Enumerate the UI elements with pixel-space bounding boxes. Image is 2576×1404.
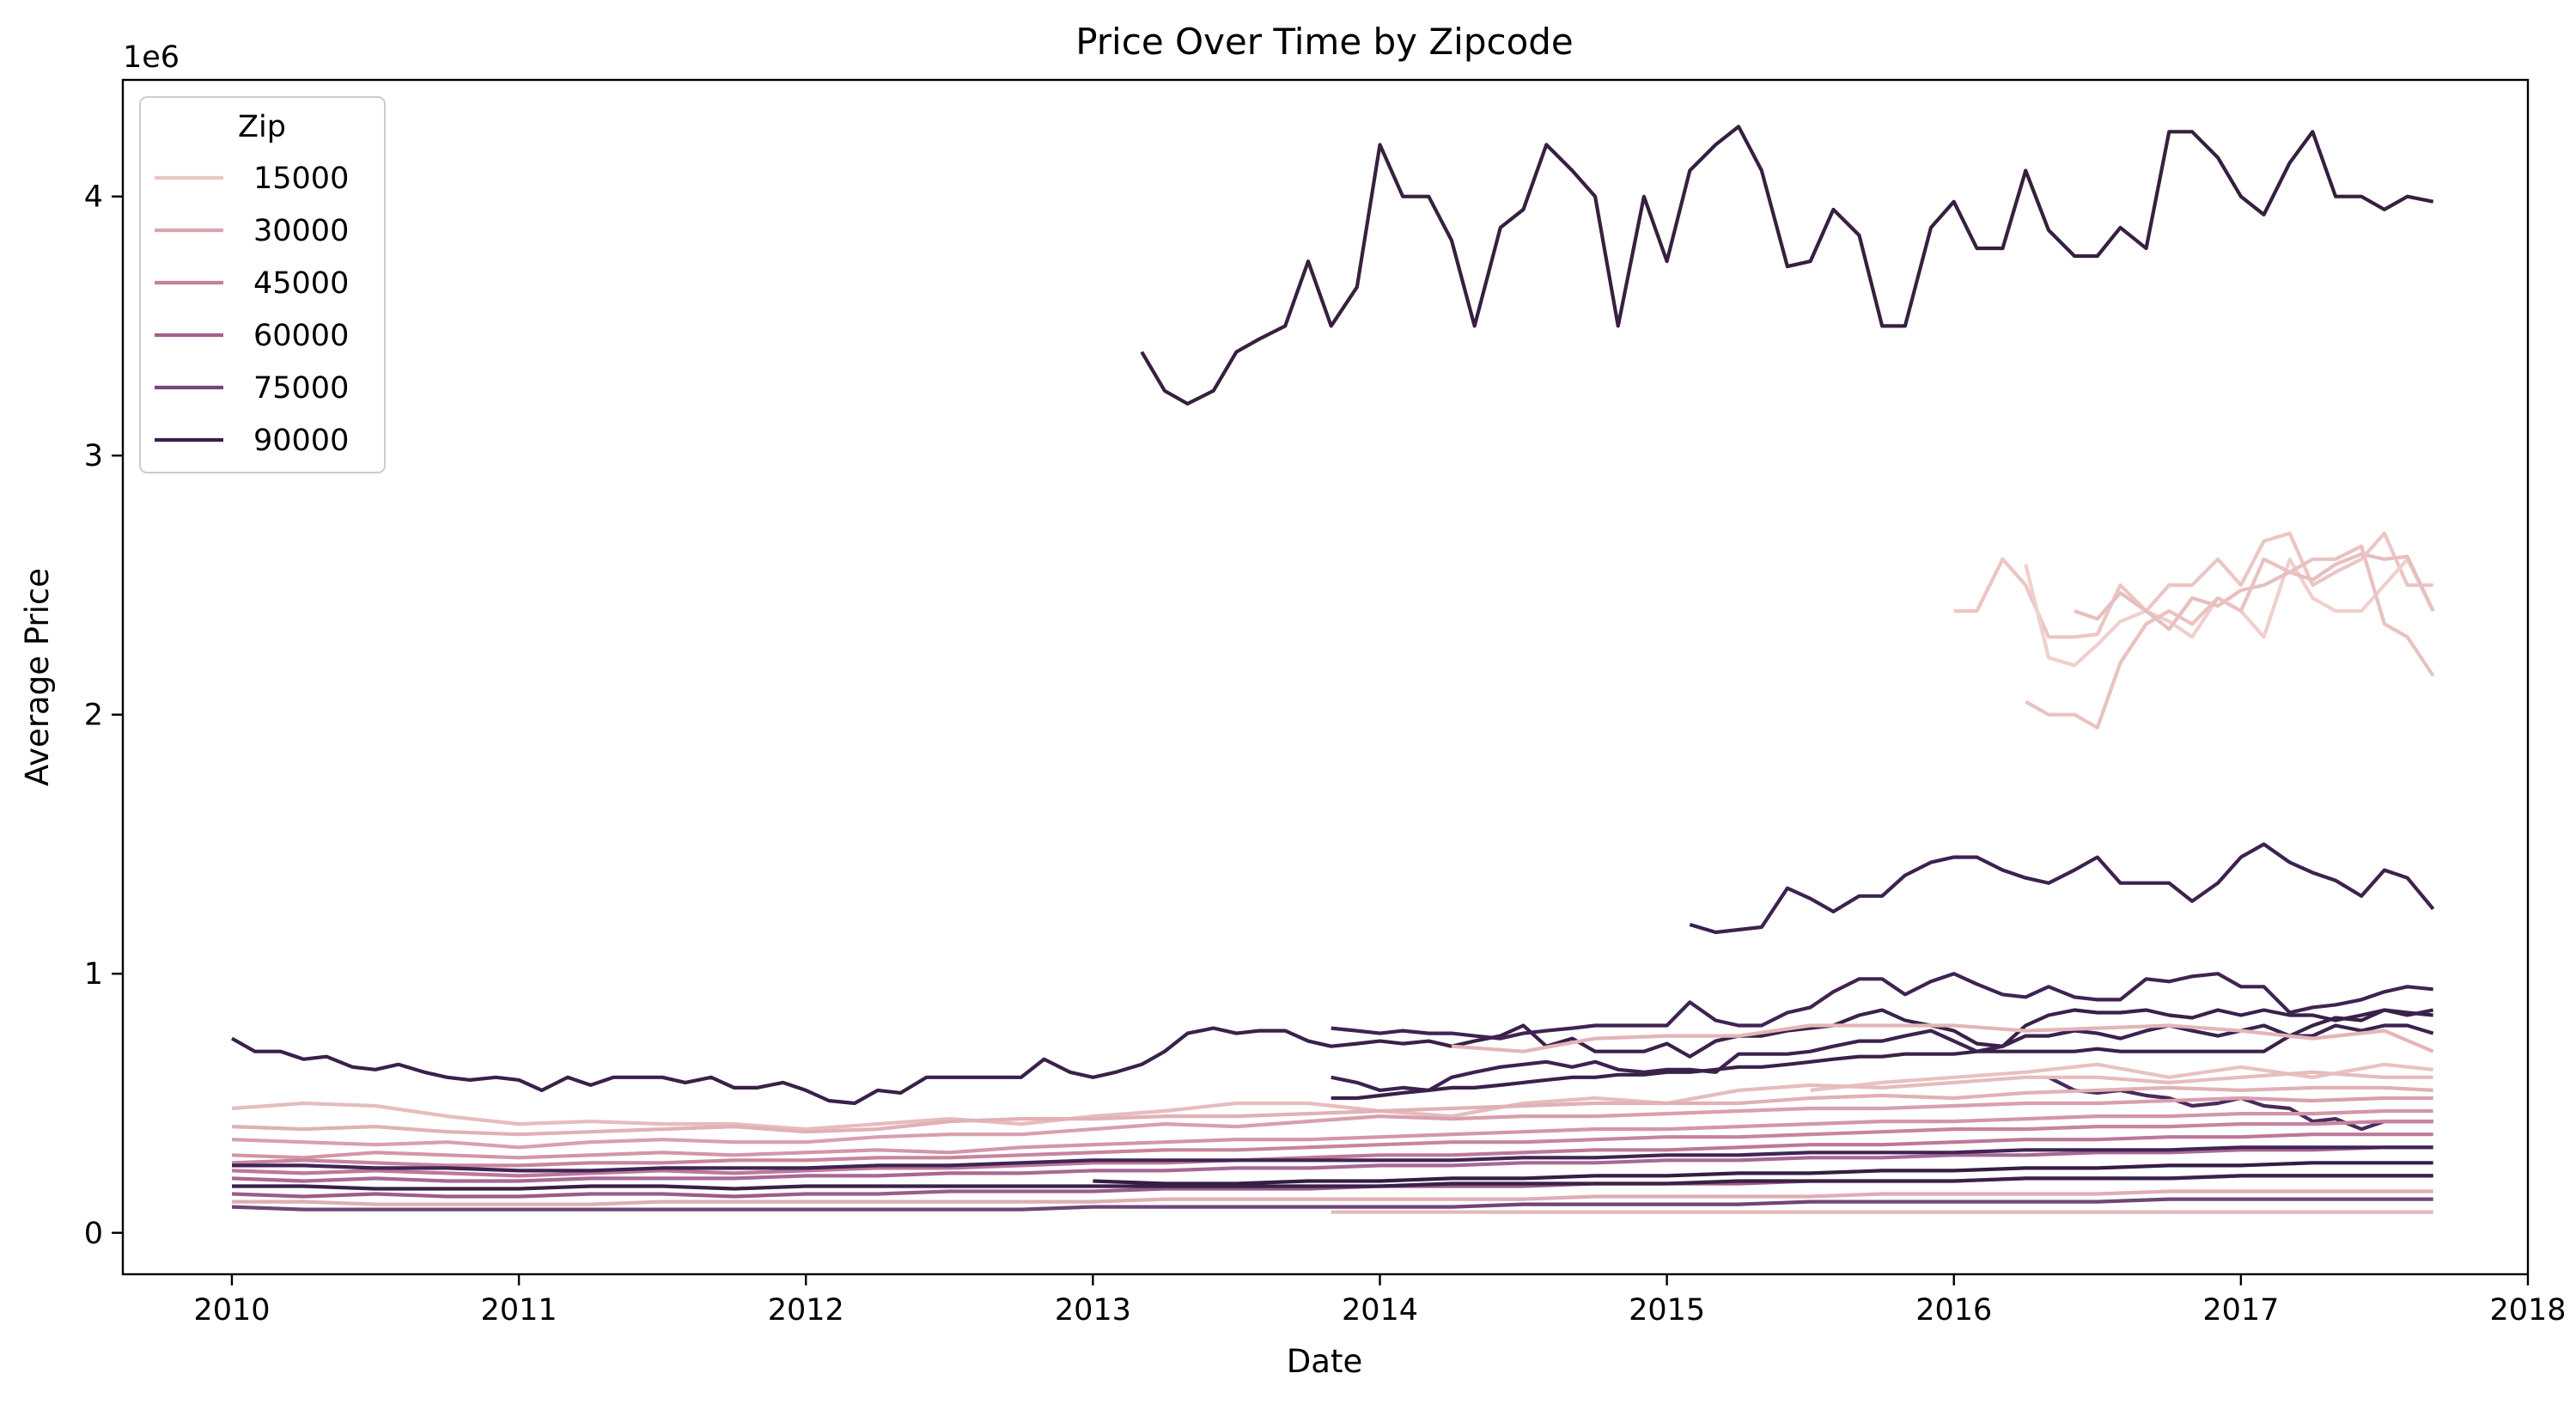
x-tick-label: 2012: [768, 1293, 844, 1328]
x-tick-label: 2011: [481, 1293, 557, 1328]
y-tick-label: 2: [84, 699, 103, 733]
legend-box: [139, 96, 386, 473]
y-tick-label: 4: [84, 180, 103, 215]
x-tick-label: 2010: [193, 1293, 270, 1328]
legend-label: 45000: [253, 266, 349, 301]
legend-label: 30000: [253, 214, 349, 248]
chart-title: Price Over Time by Zipcode: [1075, 21, 1574, 63]
series-line-94024: [1331, 1008, 2434, 1101]
series-line-75001: [231, 1197, 2433, 1212]
y-offset-label: 1e6: [123, 40, 180, 75]
series-line-15002: [231, 1085, 2433, 1137]
series-line-30001: [231, 1096, 2433, 1150]
x-tick-label: 2013: [1055, 1293, 1131, 1328]
series-line-92662: [2025, 544, 2435, 729]
x-tick-label: 2018: [2489, 1293, 2566, 1328]
series-line-94301: [1331, 972, 2433, 1041]
x-tick-label: 2017: [2202, 1293, 2279, 1328]
legend-label: 90000: [253, 424, 349, 458]
legend-label: 60000: [253, 319, 349, 353]
series-line-94022: [1689, 842, 2435, 935]
x-tick-label: 2015: [1629, 1293, 1705, 1328]
series-line-90002: [1093, 1161, 2433, 1186]
series-line-90210: [230, 1008, 2433, 1106]
series-line-92657: [1331, 1023, 2434, 1093]
y-tick-label: 3: [84, 439, 103, 473]
x-axis-label: Date: [1287, 1343, 1362, 1380]
plot-lines: [230, 125, 2435, 1214]
y-tick-label: 0: [84, 1217, 103, 1251]
series-line-15001: [231, 1070, 2433, 1132]
series-line-30003: [232, 1189, 2433, 1206]
series-line-30002: [231, 1108, 2433, 1160]
y-axis-label: Average Price: [19, 568, 56, 786]
x-axis-ticks: 2010 2011 2012 2013 2014 2015 2016 2017 2018: [193, 1274, 2567, 1328]
legend: Zip 15000 30000 45000 60000 75000 90000: [139, 96, 386, 473]
y-tick-label: 1: [84, 957, 103, 992]
legend-entries: 15000 30000 45000 60000 75000 90000: [155, 162, 349, 458]
series-line-60001: [231, 1145, 2433, 1183]
series-line-90001: [232, 1174, 2433, 1191]
series-line-90272: [1451, 1023, 2434, 1053]
legend-title: Zip: [238, 110, 286, 144]
legend-label: 75000: [253, 371, 349, 406]
legend-label: 15000: [253, 162, 349, 196]
series-line-94027: [1140, 125, 2434, 406]
series-line-45001: [231, 1119, 2433, 1168]
series-line-45002: [231, 1132, 2433, 1178]
x-tick-label: 2014: [1342, 1293, 1418, 1328]
plot-frame: [121, 78, 2530, 1276]
y-axis-ticks: 0 1 2 3 4: [84, 180, 123, 1251]
x-tick-label: 2016: [1915, 1293, 1992, 1328]
series-line-90003: [232, 1145, 2433, 1173]
series-line-94507: [1810, 1062, 2433, 1092]
